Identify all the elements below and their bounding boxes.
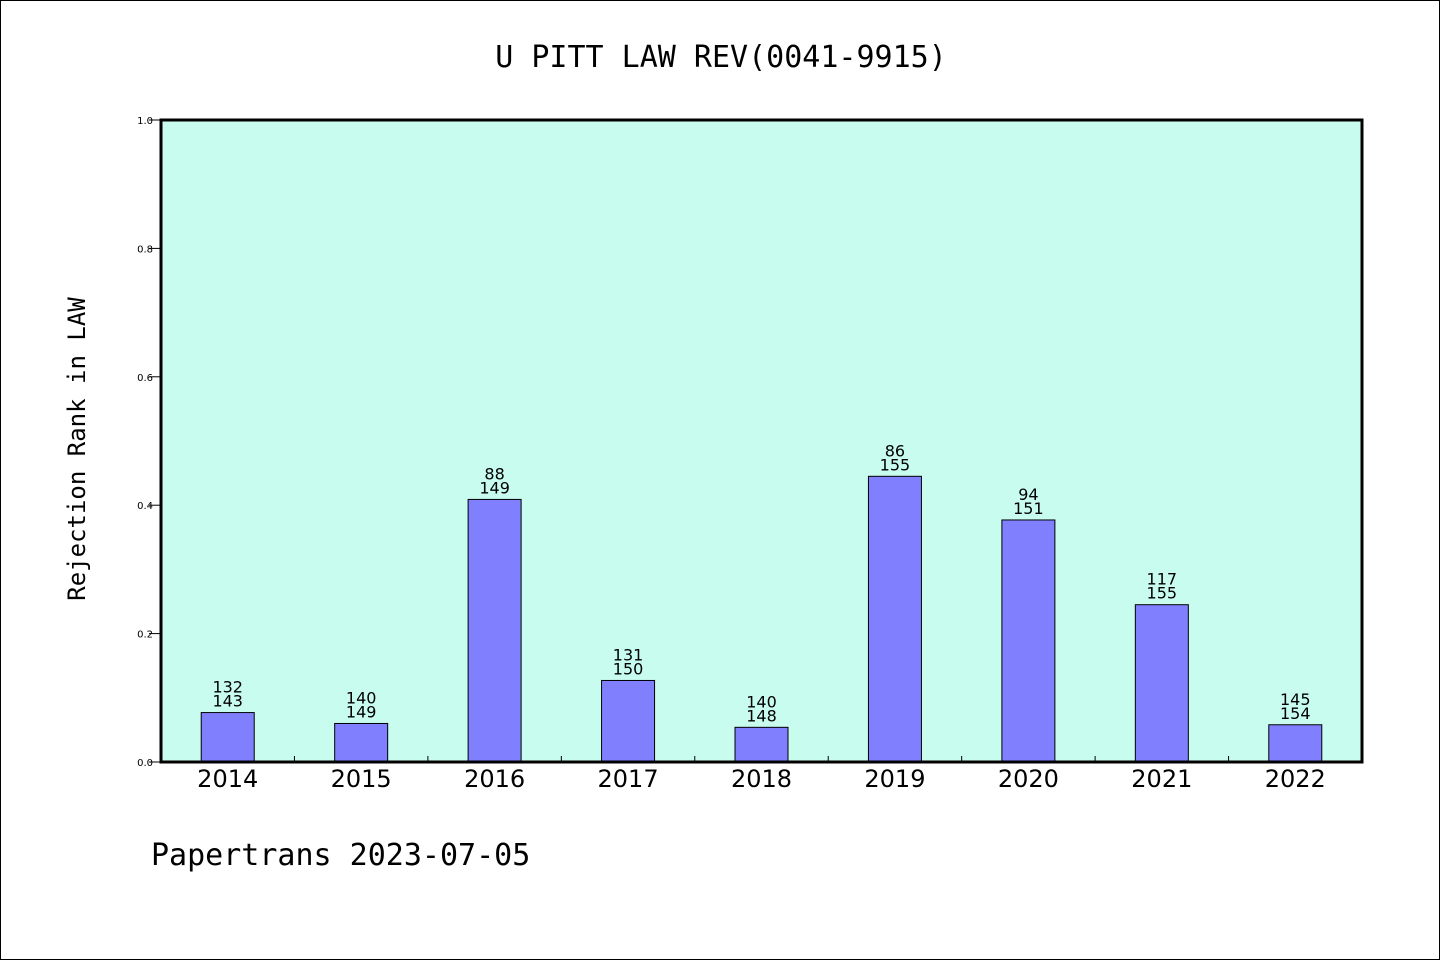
bar-total-label: 150 (613, 659, 644, 678)
x-tick-label: 2015 (331, 765, 392, 793)
plot-border (159, 118, 1364, 764)
x-tick-label: 2020 (998, 765, 1059, 793)
bar-rank-label: 86 (885, 441, 905, 460)
bar-total-label: 154 (1280, 704, 1311, 723)
bar (601, 679, 656, 763)
bar-total-label: 149 (479, 478, 510, 497)
y-axis: 0.0 0.2 0.4 0.6 0.8 1.0 (137, 116, 161, 769)
bar (867, 475, 922, 763)
x-tick-label: 2014 (197, 765, 258, 793)
y-tick-label: 0.6 (137, 373, 153, 384)
bar-rank-label: 117 (1147, 570, 1178, 589)
bar-total-label: 155 (880, 455, 911, 474)
bar-rank-label: 140 (746, 692, 777, 711)
y-tick-label: 1.0 (137, 116, 153, 127)
x-tick-label: 2019 (864, 765, 925, 793)
bar-total-label: 143 (212, 692, 243, 711)
bar-rank-label: 132 (212, 678, 243, 697)
bar (1134, 604, 1189, 763)
bar-rank-label: 140 (346, 688, 377, 707)
bar-rank-label: 131 (613, 645, 644, 664)
x-tick-label: 2022 (1265, 765, 1326, 793)
x-tick-label: 2021 (1131, 765, 1192, 793)
bar-total-label: 149 (346, 702, 377, 721)
x-tick-label: 2018 (731, 765, 792, 793)
bar-rank-label: 94 (1018, 485, 1038, 504)
y-tick-label: 0.4 (137, 501, 153, 512)
x-tick-label: 2016 (464, 765, 525, 793)
footer-note: Papertrans 2023-07-05 (151, 838, 530, 873)
chart-title: U PITT LAW REV(0041-9915) (495, 40, 947, 75)
x-tick-label: 2017 (598, 765, 659, 793)
bar (200, 712, 255, 763)
bar-total-label: 155 (1147, 584, 1178, 603)
bar-rank-label: 88 (484, 464, 504, 483)
bar-total-label: 151 (1013, 499, 1044, 518)
bar-total-label: 148 (746, 706, 777, 725)
y-axis-label: Rejection Rank in LAW (63, 297, 91, 601)
x-axis: 2014 2015 2016 2017 2018 2019 2020 2021 2022 (197, 756, 1326, 793)
bar (1001, 519, 1056, 763)
bar-rank-label: 145 (1280, 690, 1311, 709)
bar (734, 726, 789, 763)
y-tick-label: 0.2 (137, 630, 153, 641)
bar (467, 498, 522, 763)
bar (1268, 724, 1323, 763)
y-tick-label: 0.0 (137, 758, 153, 769)
bar (334, 722, 389, 763)
y-tick-label: 0.8 (137, 244, 153, 255)
